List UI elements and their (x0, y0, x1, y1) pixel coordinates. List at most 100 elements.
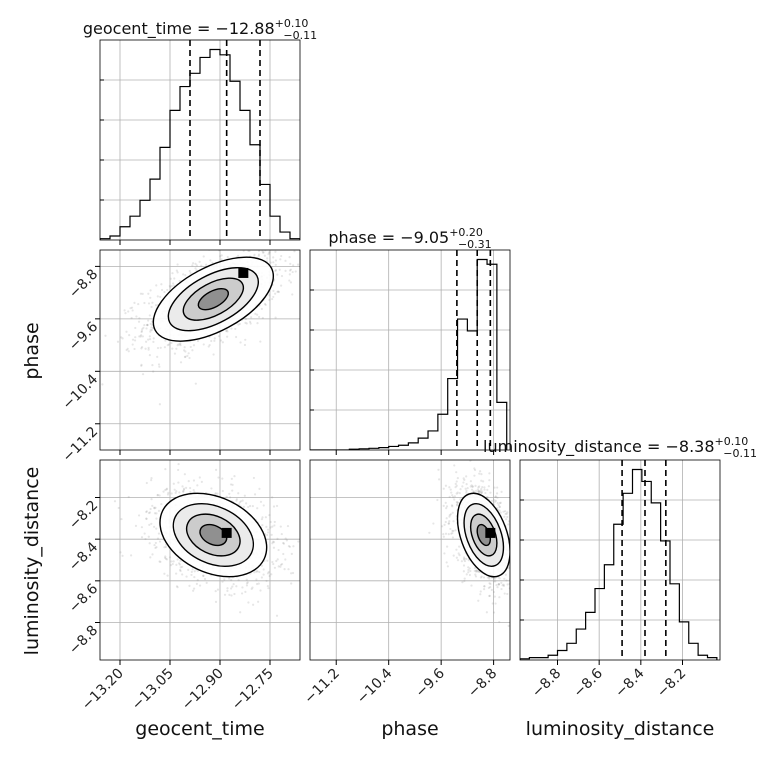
sample-point (479, 590, 482, 593)
sample-point (300, 556, 302, 558)
sample-point (230, 594, 233, 597)
sample-point (498, 505, 501, 508)
y-tick-label: −8.8 (66, 266, 101, 301)
sample-point (259, 589, 262, 592)
sample-point (442, 533, 445, 536)
sample-point (462, 556, 466, 559)
sample-point (292, 545, 295, 548)
sample-point (245, 582, 249, 585)
sample-point (493, 498, 496, 502)
sample-point (196, 339, 200, 343)
title-median: −12.88 (215, 19, 274, 38)
sample-point (262, 504, 265, 507)
sample-point (225, 495, 228, 498)
sample-point (481, 490, 484, 493)
sample-point (512, 578, 514, 580)
sample-point (191, 349, 194, 352)
sample-point (489, 582, 492, 586)
sample-point (225, 329, 228, 332)
sample-point (448, 514, 451, 517)
sample-point (237, 492, 240, 495)
sample-point (228, 496, 232, 499)
sample-point (514, 560, 516, 562)
sample-point (511, 548, 513, 550)
sample-point (159, 295, 162, 298)
sample-point (498, 577, 501, 580)
x-tick-label: −8.4 (612, 665, 647, 700)
sample-point (282, 552, 285, 556)
sample-point (258, 570, 261, 574)
sample-point (296, 263, 300, 266)
sample-point (214, 589, 217, 593)
sample-point (282, 541, 285, 545)
sample-point (253, 493, 257, 496)
sample-point (460, 560, 463, 563)
sample-point (245, 236, 247, 238)
sample-point (166, 288, 169, 292)
sample-point (166, 574, 169, 577)
sample-point (147, 346, 150, 350)
sample-point (185, 575, 188, 578)
sample-point (255, 578, 258, 581)
sample-point (195, 264, 198, 267)
sample-point (467, 566, 470, 569)
sample-point (145, 327, 148, 330)
sample-point (101, 383, 104, 386)
sample-point (473, 566, 477, 570)
sample-point (212, 353, 215, 356)
sample-point (220, 247, 222, 249)
sample-point (521, 583, 523, 585)
sample-point (274, 263, 277, 266)
sample-point (277, 565, 280, 568)
sample-point (262, 251, 265, 254)
sample-point (149, 330, 152, 333)
sample-point (231, 483, 234, 486)
sample-point (200, 480, 203, 483)
sample-point (261, 251, 265, 254)
sample-point (202, 574, 205, 578)
sample-point (251, 586, 254, 589)
sample-point (163, 346, 166, 349)
sample-point (220, 254, 223, 257)
sample-point (494, 602, 497, 605)
sample-point (436, 498, 439, 502)
histogram-panel-phase (309, 249, 511, 455)
sample-point (104, 334, 107, 337)
sample-point (225, 329, 228, 333)
sample-point (164, 468, 167, 471)
sample-point (467, 571, 470, 574)
sample-point (458, 554, 461, 557)
sample-point (171, 562, 174, 566)
sample-point (202, 574, 205, 577)
sample-point (500, 587, 503, 591)
sample-point (245, 502, 248, 505)
sample-point (506, 592, 509, 596)
x-tick-label: −11.2 (301, 666, 343, 708)
sample-point (477, 490, 481, 493)
sample-point (192, 589, 195, 592)
sample-point (164, 557, 168, 560)
sample-point (432, 522, 435, 525)
sample-point (219, 245, 221, 247)
sample-point (140, 329, 143, 333)
sample-point (143, 301, 146, 305)
sample-point (226, 589, 229, 592)
sample-point (483, 488, 486, 491)
sample-point (153, 543, 156, 547)
sample-point (228, 577, 231, 580)
sample-point (152, 525, 156, 528)
sample-point (286, 524, 290, 528)
sample-point (140, 364, 143, 367)
sample-point (280, 563, 284, 566)
sample-point (193, 570, 196, 573)
sample-point (442, 487, 445, 490)
sample-point (485, 611, 488, 614)
sample-point (176, 271, 179, 274)
sample-point (291, 571, 295, 575)
sample-point (477, 486, 480, 489)
sample-point (154, 541, 157, 545)
sample-point (157, 509, 161, 512)
sample-point (474, 575, 478, 578)
sample-point (280, 241, 282, 243)
sample-point (447, 522, 450, 525)
